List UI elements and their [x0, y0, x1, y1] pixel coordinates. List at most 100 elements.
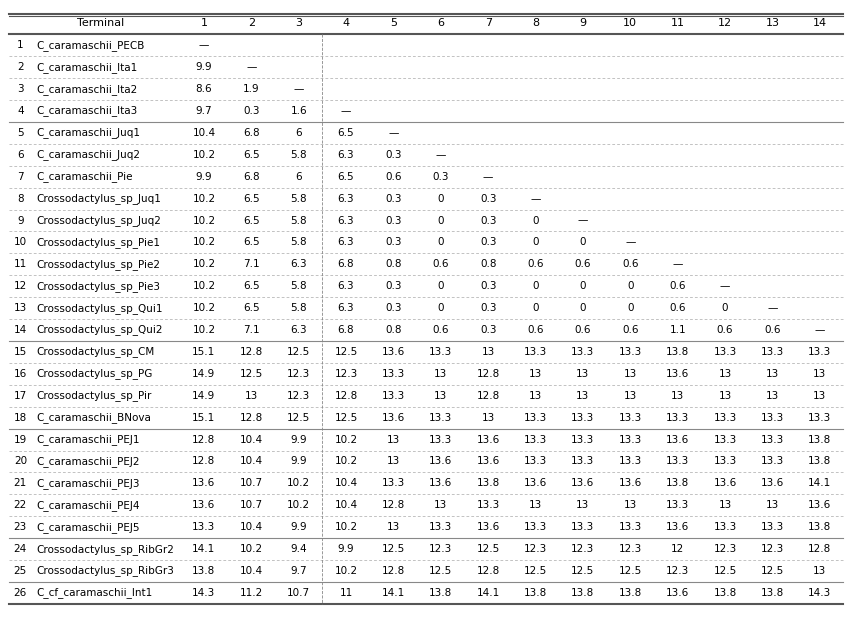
Text: 0: 0 — [579, 281, 586, 291]
Text: 13.3: 13.3 — [429, 522, 452, 532]
Text: C_caramaschii_PEJ1: C_caramaschii_PEJ1 — [37, 434, 140, 445]
Text: Crossodactylus_sp_Pie3: Crossodactylus_sp_Pie3 — [37, 281, 160, 292]
Text: 7.1: 7.1 — [243, 260, 260, 270]
Text: 10: 10 — [14, 237, 27, 247]
Text: 0.3: 0.3 — [480, 281, 497, 291]
Text: 6.8: 6.8 — [243, 128, 260, 138]
Text: 0.3: 0.3 — [480, 237, 497, 247]
Text: —: — — [578, 215, 588, 225]
Text: —: — — [720, 281, 730, 291]
Text: 5: 5 — [390, 19, 397, 29]
Text: 13.8: 13.8 — [193, 566, 216, 576]
Text: 10.2: 10.2 — [193, 260, 216, 270]
Text: 13.6: 13.6 — [476, 522, 500, 532]
Text: 0: 0 — [532, 303, 538, 313]
Text: 24: 24 — [14, 544, 27, 554]
Text: 10.2: 10.2 — [287, 501, 310, 510]
Text: 13.3: 13.3 — [382, 369, 405, 379]
Text: 4: 4 — [343, 19, 349, 29]
Text: 12.8: 12.8 — [809, 544, 832, 554]
Text: 11: 11 — [339, 588, 353, 598]
Text: 13.3: 13.3 — [666, 412, 689, 423]
Text: 11: 11 — [14, 260, 27, 270]
Text: Crossodactylus_sp_PG: Crossodactylus_sp_PG — [37, 368, 153, 379]
Text: 12.3: 12.3 — [429, 544, 452, 554]
Text: 13.3: 13.3 — [713, 522, 737, 532]
Text: 13: 13 — [718, 391, 732, 401]
Text: Crossodactylus_sp_RibGr2: Crossodactylus_sp_RibGr2 — [37, 543, 175, 555]
Text: 0.3: 0.3 — [385, 215, 401, 225]
Text: 9.7: 9.7 — [196, 106, 212, 116]
Text: 10.2: 10.2 — [335, 566, 358, 576]
Text: 13.3: 13.3 — [572, 522, 595, 532]
Text: —: — — [341, 106, 351, 116]
Text: 0.6: 0.6 — [575, 260, 591, 270]
Text: 13.8: 13.8 — [809, 456, 832, 466]
Text: 6.3: 6.3 — [337, 303, 354, 313]
Text: 13: 13 — [813, 566, 826, 576]
Text: 0: 0 — [627, 303, 634, 313]
Text: 22: 22 — [14, 501, 27, 510]
Text: 12.3: 12.3 — [761, 544, 784, 554]
Text: 13.6: 13.6 — [809, 501, 832, 510]
Text: 13: 13 — [245, 391, 258, 401]
Text: 12.5: 12.5 — [382, 544, 405, 554]
Text: 13.3: 13.3 — [524, 347, 547, 357]
Text: 12.8: 12.8 — [239, 347, 263, 357]
Text: 13: 13 — [813, 391, 826, 401]
Text: 13.3: 13.3 — [619, 456, 642, 466]
Text: C_cf_caramaschii_Int1: C_cf_caramaschii_Int1 — [37, 587, 153, 599]
Text: 12: 12 — [671, 544, 684, 554]
Text: 10.2: 10.2 — [335, 456, 358, 466]
Text: Terminal: Terminal — [77, 19, 124, 29]
Text: 9: 9 — [579, 19, 586, 29]
Text: 10.4: 10.4 — [239, 522, 263, 532]
Text: 13: 13 — [529, 391, 542, 401]
Text: 14.9: 14.9 — [193, 369, 216, 379]
Text: 13.6: 13.6 — [429, 478, 452, 488]
Text: 12.5: 12.5 — [572, 566, 595, 576]
Text: —: — — [199, 40, 209, 50]
Text: —: — — [483, 171, 493, 182]
Text: C_caramaschii_PEJ2: C_caramaschii_PEJ2 — [37, 456, 140, 467]
Text: 13.3: 13.3 — [666, 456, 689, 466]
Text: 14: 14 — [14, 325, 27, 335]
Text: 13.6: 13.6 — [193, 501, 216, 510]
Text: 15.1: 15.1 — [193, 412, 216, 423]
Text: 13.3: 13.3 — [193, 522, 216, 532]
Text: 13: 13 — [766, 501, 779, 510]
Text: 5.8: 5.8 — [291, 303, 307, 313]
Text: 13.3: 13.3 — [429, 347, 452, 357]
Text: 12.8: 12.8 — [382, 566, 405, 576]
Text: 3: 3 — [17, 84, 24, 94]
Text: 10.2: 10.2 — [335, 522, 358, 532]
Text: C_caramaschii_Pie: C_caramaschii_Pie — [37, 171, 133, 182]
Text: C_caramaschii_Ita3: C_caramaschii_Ita3 — [37, 106, 138, 117]
Text: 13.3: 13.3 — [572, 347, 595, 357]
Text: 0.3: 0.3 — [385, 150, 401, 160]
Text: 13.6: 13.6 — [524, 478, 547, 488]
Text: 0.8: 0.8 — [480, 260, 497, 270]
Text: 13.3: 13.3 — [572, 412, 595, 423]
Text: Crossodactylus_sp_Pie2: Crossodactylus_sp_Pie2 — [37, 259, 160, 270]
Text: 13.8: 13.8 — [666, 478, 689, 488]
Text: 13.3: 13.3 — [429, 435, 452, 445]
Text: 5.8: 5.8 — [291, 194, 307, 204]
Text: 10.2: 10.2 — [193, 215, 216, 225]
Text: Crossodactylus_sp_Juq1: Crossodactylus_sp_Juq1 — [37, 193, 161, 204]
Text: 13.6: 13.6 — [761, 478, 784, 488]
Text: 2: 2 — [248, 19, 255, 29]
Text: 13: 13 — [435, 369, 447, 379]
Text: 12.5: 12.5 — [335, 347, 358, 357]
Text: 13.3: 13.3 — [382, 391, 405, 401]
Text: 18: 18 — [14, 412, 27, 423]
Text: 0.3: 0.3 — [480, 215, 497, 225]
Text: 10: 10 — [624, 19, 637, 29]
Text: 13.6: 13.6 — [382, 412, 405, 423]
Text: 0.6: 0.6 — [575, 325, 591, 335]
Text: 13: 13 — [766, 391, 779, 401]
Text: 6.5: 6.5 — [243, 215, 260, 225]
Text: —: — — [530, 194, 541, 204]
Text: 14.1: 14.1 — [382, 588, 405, 598]
Text: 0: 0 — [438, 237, 444, 247]
